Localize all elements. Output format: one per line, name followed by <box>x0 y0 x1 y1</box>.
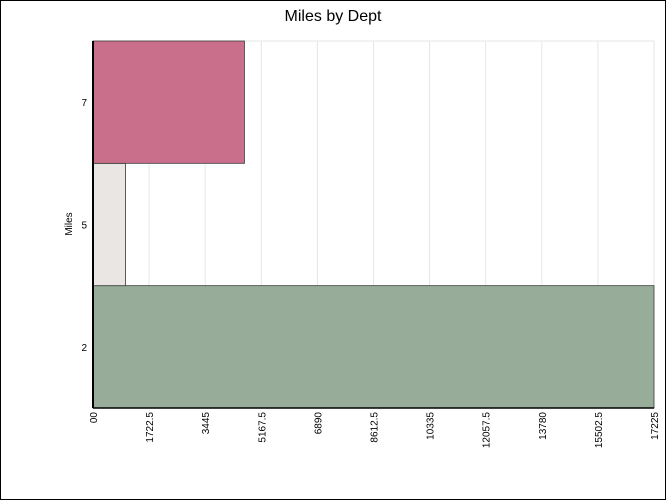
bars <box>92 40 655 409</box>
x-tick-label: 6890 <box>313 412 324 435</box>
axes <box>92 41 654 409</box>
x-tick-label: 12057.5 <box>482 412 493 449</box>
y-tick-labels: 2 5 7 <box>81 98 87 354</box>
x-tick-label: 17225 <box>650 412 661 440</box>
x-tick-label: 1722.5 <box>145 412 156 443</box>
y-tick-label: 5 <box>81 221 87 232</box>
chart-title: Miles by Dept <box>284 8 382 25</box>
y-axis-title: Miles <box>64 212 75 235</box>
x-tick-label: 3445 <box>201 412 212 435</box>
bar-7 <box>92 40 245 164</box>
x-tick-label: 00 <box>89 412 100 424</box>
x-tick-label: 13780 <box>538 412 549 440</box>
x-tick-label: 8612.5 <box>370 412 381 443</box>
x-tick-label: 10335 <box>426 412 437 440</box>
bar-2 <box>92 285 655 409</box>
x-tick-label: 5167.5 <box>257 412 268 443</box>
x-tick-labels: 00 1722.5 3445 5167.5 6890 8612.5 10335 12057.5… <box>89 412 661 449</box>
y-tick-label: 2 <box>81 343 87 354</box>
x-tick-label: 15502.5 <box>594 412 605 449</box>
y-tick-label: 7 <box>81 98 87 109</box>
bar-5 <box>92 162 126 287</box>
